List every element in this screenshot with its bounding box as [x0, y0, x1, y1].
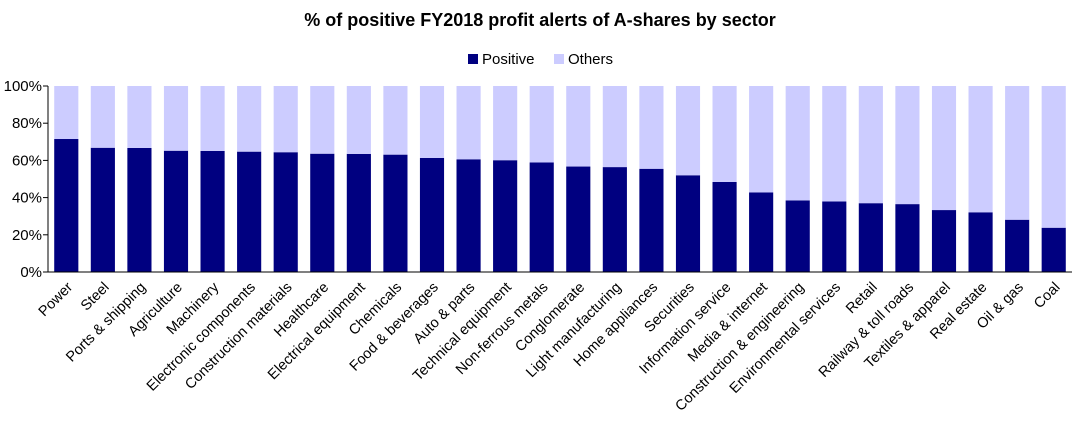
y-tick-label: 40% — [12, 190, 42, 207]
y-tick-label: 20% — [12, 227, 42, 244]
bars — [54, 86, 1066, 272]
bar-positive-1 — [90, 147, 115, 272]
bar-positive-4 — [200, 150, 225, 272]
bar-positive-6 — [273, 152, 298, 272]
bar-others-1 — [90, 86, 115, 148]
bar-positive-20 — [785, 200, 810, 272]
bar-positive-19 — [749, 192, 774, 272]
bar-others-26 — [1005, 86, 1030, 220]
chart-title: % of positive FY2018 profit alerts of A-… — [304, 10, 775, 30]
y-tick-label: 100% — [4, 78, 42, 95]
bar-others-19 — [749, 86, 774, 193]
bar-positive-5 — [237, 151, 262, 272]
bar-positive-3 — [163, 150, 189, 272]
bar-others-16 — [639, 86, 664, 169]
legend-label-positive: Positive — [482, 51, 535, 68]
bar-positive-12 — [493, 160, 518, 272]
bar-others-20 — [785, 86, 810, 201]
y-tick-label: 60% — [12, 152, 42, 169]
bar-others-12 — [493, 86, 518, 161]
bar-others-24 — [931, 86, 957, 211]
bar-others-18 — [712, 86, 737, 182]
bar-others-27 — [1041, 86, 1066, 228]
bar-others-23 — [895, 86, 920, 205]
bar-others-6 — [273, 86, 298, 153]
bar-others-5 — [237, 86, 262, 152]
bar-others-13 — [529, 86, 554, 163]
bar-others-14 — [566, 86, 591, 167]
bar-others-21 — [822, 86, 847, 202]
bar-positive-15 — [602, 167, 627, 272]
bar-positive-0 — [54, 139, 79, 272]
bar-others-3 — [163, 86, 189, 151]
bar-others-0 — [54, 86, 79, 140]
x-tick-label: Coal — [1031, 280, 1063, 312]
bar-positive-13 — [529, 162, 554, 272]
bar-others-25 — [968, 86, 993, 213]
bar-positive-10 — [419, 157, 445, 272]
bar-positive-27 — [1041, 227, 1066, 272]
y-axis: 0% 20% 40% 60% 80% 100% — [4, 78, 49, 281]
bar-positive-18 — [712, 181, 737, 272]
bar-positive-2 — [127, 147, 152, 272]
legend-swatch-positive — [468, 54, 478, 64]
bar-positive-11 — [456, 159, 481, 272]
bar-others-7 — [310, 86, 335, 154]
bar-others-15 — [602, 86, 627, 168]
bar-others-17 — [675, 86, 701, 176]
bar-positive-21 — [822, 201, 847, 272]
bar-positive-23 — [895, 204, 920, 272]
bar-positive-26 — [1005, 219, 1030, 272]
bar-others-8 — [346, 86, 371, 154]
bar-positive-17 — [675, 175, 701, 272]
bar-positive-16 — [639, 168, 664, 272]
legend: Positive Others — [468, 51, 613, 68]
bar-positive-14 — [566, 166, 591, 272]
bar-positive-24 — [931, 210, 957, 272]
bar-positive-8 — [346, 153, 371, 272]
bar-positive-25 — [968, 212, 993, 272]
x-tick-label: Power — [36, 279, 76, 319]
bar-others-4 — [200, 86, 225, 151]
y-tick-label: 80% — [12, 115, 42, 132]
bar-others-10 — [419, 86, 445, 158]
bar-positive-22 — [858, 203, 883, 272]
bar-others-2 — [127, 86, 152, 148]
legend-swatch-others — [554, 54, 564, 64]
bar-positive-7 — [310, 153, 335, 272]
bar-others-9 — [383, 86, 408, 155]
legend-label-others: Others — [568, 51, 613, 68]
y-tick-label: 0% — [20, 264, 42, 281]
bar-positive-9 — [383, 154, 408, 272]
bar-others-11 — [456, 86, 481, 160]
bar-others-22 — [858, 86, 883, 204]
